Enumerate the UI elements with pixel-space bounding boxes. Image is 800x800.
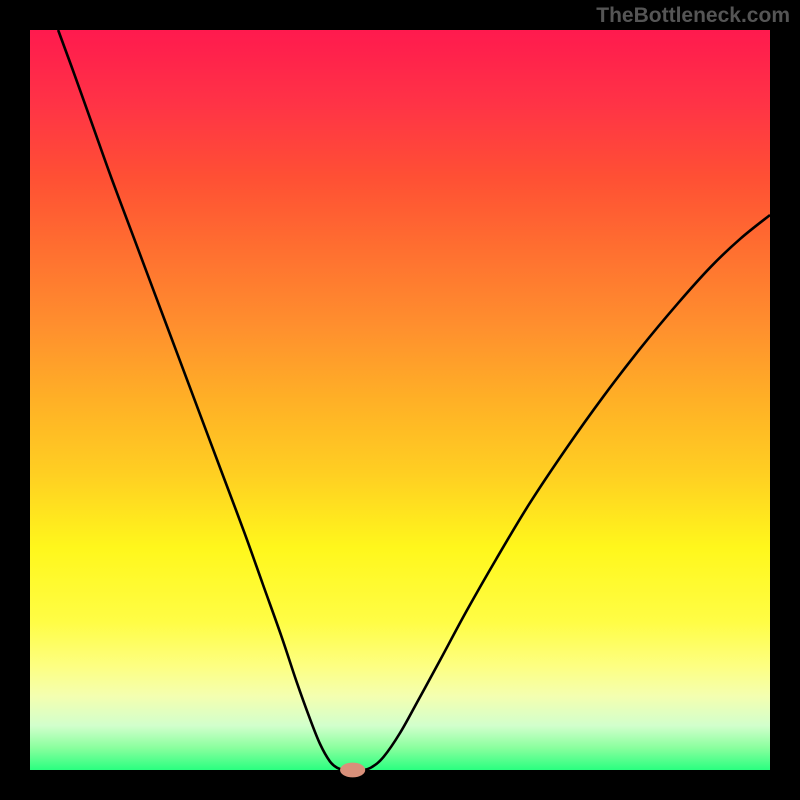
chart-plot-area [30, 30, 770, 770]
chart-container: { "watermark": { "text": "TheBottleneck.… [0, 0, 800, 800]
bottleneck-chart [0, 0, 800, 800]
bottleneck-marker [340, 763, 365, 778]
watermark-label: TheBottleneck.com [596, 4, 790, 28]
